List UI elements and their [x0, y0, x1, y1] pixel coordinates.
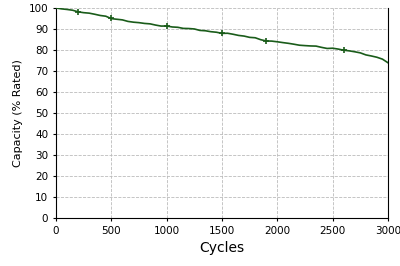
X-axis label: Cycles: Cycles [200, 241, 244, 255]
Y-axis label: Capacity (% Rated): Capacity (% Rated) [13, 59, 23, 167]
